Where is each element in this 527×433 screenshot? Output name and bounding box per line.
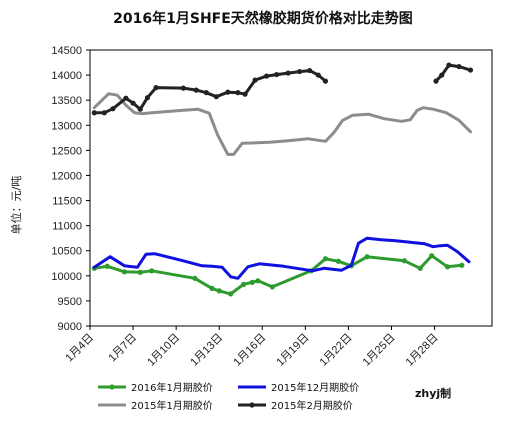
data-point	[110, 106, 116, 112]
y-tick-label: 13000	[51, 120, 82, 132]
series-line	[92, 92, 472, 156]
data-point	[235, 90, 241, 96]
y-axis-label: 单位：元/吨	[9, 176, 23, 235]
data-point	[104, 263, 110, 269]
data-point	[209, 285, 215, 291]
legend-label: 2015年2月期胶价	[271, 399, 353, 412]
legend: 2016年1月期胶价 2015年12月期胶价 2015年1月期胶价 2015年2月期胶…	[98, 381, 359, 412]
data-point	[203, 90, 209, 96]
data-point	[446, 62, 452, 68]
data-point	[180, 85, 186, 91]
data-point	[252, 77, 258, 83]
chart-title: 2016年1月SHFE天然橡胶期货价格对比走势图	[113, 10, 413, 27]
data-point	[364, 254, 370, 260]
y-tick-label: 14500	[51, 45, 82, 57]
y-tick-label: 10000	[51, 271, 82, 283]
credit-text: zhyj制	[415, 386, 451, 400]
y-tick-label: 9500	[58, 296, 82, 308]
data-point	[192, 275, 198, 281]
data-point	[322, 78, 329, 84]
data-point	[444, 264, 451, 270]
y-tick-label: 12500	[51, 145, 82, 157]
y-tick-label: 9000	[58, 321, 82, 333]
x-tick-label: 1月13日	[188, 332, 225, 369]
data-point	[322, 256, 329, 262]
data-point	[101, 110, 107, 116]
data-point	[225, 89, 231, 95]
data-point	[417, 265, 423, 271]
data-point	[255, 278, 261, 284]
legend-marker	[249, 402, 255, 408]
data-point	[297, 68, 303, 75]
data-point	[193, 87, 199, 93]
series-layer	[91, 62, 474, 297]
axes: 9000 9500 10000 10500 11000 11500 12000 12500 13…	[51, 45, 493, 369]
data-point	[123, 95, 129, 101]
data-point	[307, 67, 313, 74]
x-tick-label: 1月19日	[274, 332, 311, 369]
x-tick-label: 1月16日	[231, 332, 268, 369]
x-tick-label: 1月25日	[361, 332, 398, 369]
x-tick-label: 1月10日	[145, 332, 182, 369]
y-tick-label: 10500	[51, 246, 82, 258]
data-point	[241, 281, 247, 287]
data-point	[456, 63, 462, 70]
data-point	[130, 100, 136, 106]
data-point	[263, 73, 270, 79]
x-tick-label: 1月7日	[106, 332, 139, 365]
data-point	[137, 269, 143, 275]
legend-label: 2016年1月期胶价	[131, 381, 213, 394]
y-tick-label: 13500	[51, 95, 82, 107]
legend-label: 2015年1月期胶价	[131, 399, 213, 412]
y-tick-label: 14000	[51, 70, 82, 82]
series-line	[92, 236, 471, 280]
data-point	[121, 269, 128, 275]
data-point	[91, 110, 97, 116]
data-point	[274, 71, 280, 78]
data-point	[242, 91, 248, 97]
data-point	[429, 253, 435, 259]
data-point	[285, 70, 291, 76]
data-point	[269, 284, 275, 290]
data-point	[216, 288, 222, 294]
data-point	[213, 94, 219, 100]
data-point	[467, 67, 474, 73]
data-point	[137, 106, 143, 112]
legend-marker	[109, 384, 115, 390]
data-point	[149, 268, 155, 274]
data-point	[401, 258, 408, 264]
data-point	[433, 78, 439, 84]
data-point	[335, 258, 341, 264]
data-point	[228, 291, 234, 297]
data-point	[439, 72, 445, 78]
y-tick-label: 12000	[51, 170, 82, 182]
data-point	[249, 279, 255, 285]
y-tick-label: 11500	[52, 196, 82, 208]
x-tick-label: 1月22日	[318, 332, 355, 369]
data-point	[153, 85, 159, 91]
y-tick-label: 11000	[52, 221, 82, 233]
legend-label: 2015年12月期胶价	[271, 381, 359, 394]
x-tick-label: 1月28日	[404, 332, 441, 369]
plot-frame	[89, 49, 493, 327]
data-point	[459, 262, 465, 268]
data-point	[144, 95, 151, 101]
data-point	[315, 72, 321, 78]
x-tick-label: 1月4日	[63, 332, 96, 365]
